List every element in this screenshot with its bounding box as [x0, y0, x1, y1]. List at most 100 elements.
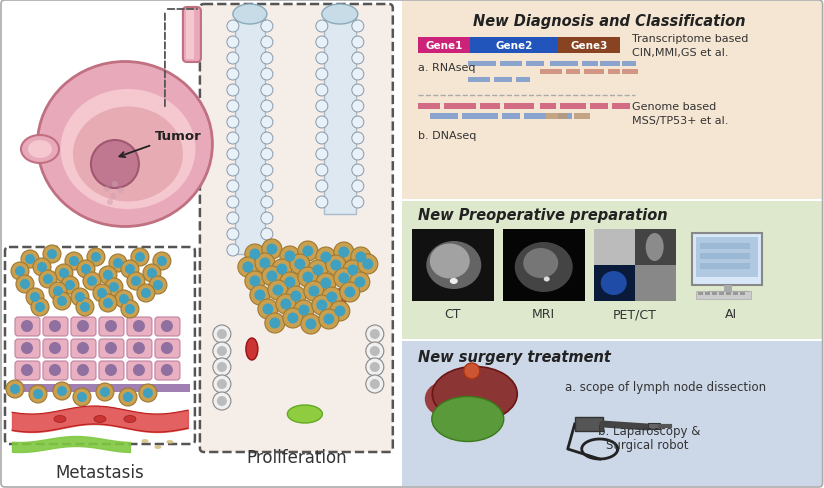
Circle shape: [65, 252, 83, 270]
Circle shape: [335, 306, 345, 317]
Text: Gene2: Gene2: [495, 41, 532, 51]
FancyBboxPatch shape: [155, 317, 180, 336]
Bar: [418, 38, 470, 54]
Circle shape: [105, 279, 123, 296]
Bar: [582, 62, 597, 67]
Bar: [712, 292, 717, 295]
Circle shape: [93, 285, 111, 303]
Circle shape: [261, 164, 273, 177]
Bar: [500, 62, 522, 67]
Bar: [503, 229, 585, 302]
Circle shape: [37, 263, 47, 272]
Circle shape: [87, 276, 97, 286]
Circle shape: [213, 358, 231, 376]
Circle shape: [133, 320, 145, 332]
Circle shape: [115, 290, 133, 308]
Ellipse shape: [544, 277, 550, 282]
Bar: [503, 104, 534, 110]
Circle shape: [352, 197, 364, 208]
Circle shape: [370, 346, 380, 356]
Circle shape: [339, 283, 360, 303]
Circle shape: [366, 375, 384, 393]
Ellipse shape: [94, 416, 106, 423]
Circle shape: [316, 21, 328, 33]
Circle shape: [227, 213, 239, 224]
Bar: [594, 265, 634, 302]
Circle shape: [304, 282, 324, 302]
Bar: [708, 291, 747, 297]
Circle shape: [77, 261, 95, 279]
Circle shape: [266, 244, 278, 255]
Bar: [418, 104, 440, 110]
Text: b. DNAseq: b. DNAseq: [418, 131, 476, 141]
Circle shape: [276, 294, 296, 314]
Circle shape: [272, 260, 292, 280]
Circle shape: [316, 53, 328, 65]
Bar: [621, 62, 635, 67]
Ellipse shape: [73, 107, 183, 202]
Ellipse shape: [124, 416, 136, 423]
Circle shape: [105, 342, 117, 354]
Circle shape: [316, 273, 336, 293]
Circle shape: [119, 294, 129, 305]
Circle shape: [153, 252, 171, 270]
Ellipse shape: [432, 397, 503, 442]
Circle shape: [21, 342, 33, 354]
Circle shape: [143, 388, 153, 398]
Circle shape: [321, 278, 331, 289]
Circle shape: [370, 329, 380, 339]
Circle shape: [217, 379, 227, 389]
Bar: [402, 202, 822, 339]
Circle shape: [103, 270, 113, 281]
Circle shape: [35, 303, 45, 312]
Circle shape: [161, 320, 173, 332]
Circle shape: [99, 266, 117, 285]
Bar: [733, 292, 737, 295]
Circle shape: [91, 252, 101, 263]
Circle shape: [306, 319, 316, 330]
Ellipse shape: [166, 440, 173, 444]
Circle shape: [227, 69, 239, 81]
Circle shape: [316, 69, 328, 81]
Circle shape: [261, 101, 273, 113]
Bar: [402, 2, 822, 200]
Circle shape: [49, 283, 67, 301]
Bar: [444, 104, 475, 110]
Text: CT: CT: [444, 307, 461, 320]
Bar: [559, 104, 586, 110]
Bar: [402, 341, 822, 486]
Circle shape: [343, 261, 363, 281]
FancyBboxPatch shape: [200, 5, 393, 452]
Circle shape: [255, 290, 265, 301]
Circle shape: [21, 250, 39, 268]
Text: Genome based
MSS/TP53+ et al.: Genome based MSS/TP53+ et al.: [632, 102, 728, 125]
Circle shape: [322, 287, 342, 307]
Circle shape: [261, 117, 273, 129]
Circle shape: [104, 186, 110, 193]
Circle shape: [26, 288, 44, 306]
Circle shape: [352, 101, 364, 113]
Text: New Diagnosis and Classification: New Diagnosis and Classification: [474, 14, 746, 29]
Circle shape: [316, 164, 328, 177]
Circle shape: [43, 245, 61, 264]
Circle shape: [227, 37, 239, 49]
Circle shape: [302, 246, 313, 257]
Bar: [611, 104, 630, 110]
Circle shape: [273, 285, 283, 296]
Text: a. RNAseq: a. RNAseq: [418, 63, 475, 73]
Circle shape: [11, 263, 29, 281]
Bar: [719, 292, 723, 295]
Ellipse shape: [154, 445, 162, 449]
Ellipse shape: [21, 136, 59, 163]
Text: New surgery treatment: New surgery treatment: [418, 349, 611, 364]
Circle shape: [213, 375, 231, 393]
FancyBboxPatch shape: [99, 317, 124, 336]
Circle shape: [325, 256, 346, 275]
Circle shape: [308, 261, 328, 281]
Ellipse shape: [646, 234, 663, 262]
Circle shape: [348, 265, 358, 276]
Bar: [202, 7, 391, 446]
Circle shape: [112, 182, 118, 187]
Circle shape: [250, 276, 260, 287]
Circle shape: [57, 386, 67, 396]
